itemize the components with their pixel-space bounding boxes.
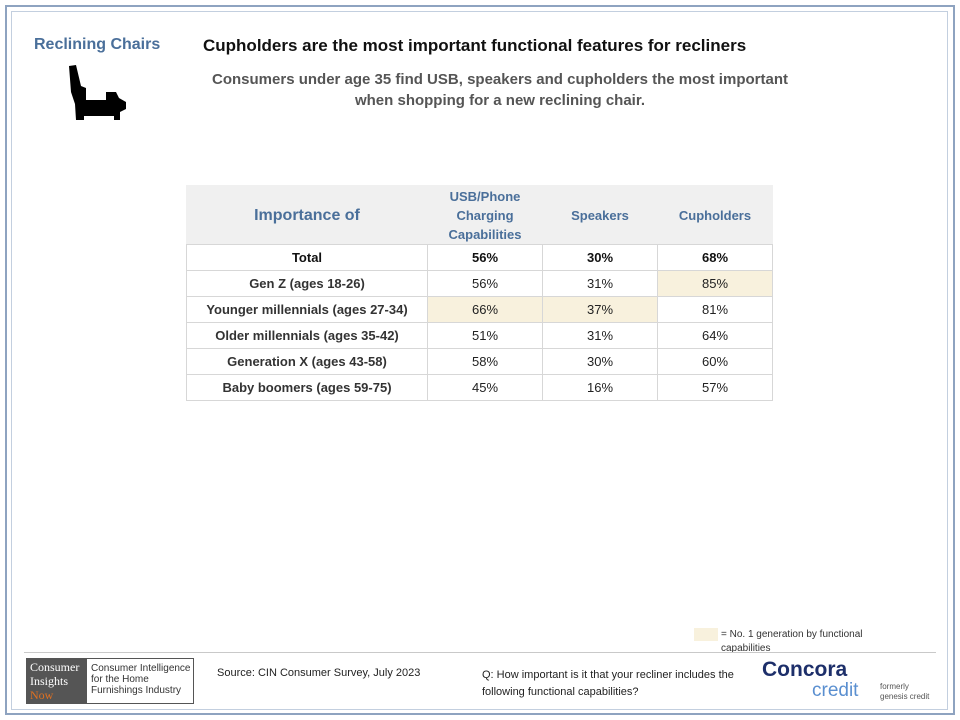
table-row: Younger millennials (ages 27-34) 66% 37% 81… <box>186 296 773 323</box>
value-cell: 64% <box>657 322 773 349</box>
row-label: Younger millennials (ages 27-34) <box>186 296 428 323</box>
value-cell: 66% <box>427 296 543 323</box>
value-cell: 30% <box>542 244 658 271</box>
concora-formerly-text: formerly genesis credit <box>880 682 930 701</box>
value-cell: 31% <box>542 322 658 349</box>
category-label: Reclining Chairs <box>34 36 161 53</box>
value-cell: 56% <box>427 244 543 271</box>
table-header-cell: USB/Phone Charging Capabilities <box>427 185 543 245</box>
concora-credit: credit <box>812 680 859 701</box>
row-label: Older millennials (ages 35-42) <box>186 322 428 349</box>
importance-table: Importance of USB/Phone Charging Capabil… <box>186 185 773 401</box>
page-subtitle: Consumers under age 35 find USB, speaker… <box>212 71 788 109</box>
row-label: Generation X (ages 43-58) <box>186 348 428 375</box>
concora-formerly: formerly genesis credit <box>880 682 936 702</box>
cin-logo-mark: Consumer Insights Now <box>27 659 87 703</box>
value-cell: 85% <box>657 270 773 297</box>
row-label: Gen Z (ages 18-26) <box>186 270 428 297</box>
value-cell: 51% <box>427 322 543 349</box>
cin-logo-line: Consumer <box>30 660 80 674</box>
table-row: Older millennials (ages 35-42) 51% 31% 64% <box>186 322 773 349</box>
concora-logo: Concora credit formerly genesis credit <box>762 658 938 704</box>
table-header-cell: Speakers <box>542 185 658 245</box>
table-row: Baby boomers (ages 59-75) 45% 16% 57% <box>186 374 773 401</box>
value-cell: 31% <box>542 270 658 297</box>
value-cell: 16% <box>542 374 658 401</box>
cin-logo-line: Now <box>30 688 54 702</box>
cin-logo-line: Insights <box>30 674 69 688</box>
table-row: Gen Z (ages 18-26) 56% 31% 85% <box>186 270 773 297</box>
value-cell: 37% <box>542 296 658 323</box>
recliner-chair-icon <box>69 65 126 120</box>
row-label: Total <box>186 244 428 271</box>
footer-divider <box>24 652 936 653</box>
concora-name: Concora <box>762 658 848 681</box>
cin-tagline: Consumer Intelligence for the Home Furni… <box>91 663 191 696</box>
value-cell: 56% <box>427 270 543 297</box>
table-header-row: Importance of USB/Phone Charging Capabil… <box>186 185 773 245</box>
legend-swatch <box>694 628 718 641</box>
survey-question: Q: How important is it that your recline… <box>482 669 734 698</box>
table-header-cell: Cupholders <box>657 185 773 245</box>
value-cell: 81% <box>657 296 773 323</box>
value-cell: 60% <box>657 348 773 375</box>
source-note: Source: CIN Consumer Survey, July 2023 <box>217 667 421 679</box>
value-cell: 58% <box>427 348 543 375</box>
table-row: Generation X (ages 43-58) 58% 30% 60% <box>186 348 773 375</box>
row-label: Baby boomers (ages 59-75) <box>186 374 428 401</box>
table-header-cell: Importance of <box>186 185 428 245</box>
value-cell: 57% <box>657 374 773 401</box>
concora-wordmark: Concora <box>762 658 847 682</box>
value-cell: 30% <box>542 348 658 375</box>
value-cell: 45% <box>427 374 543 401</box>
cin-logo: Consumer Insights Now Consumer Intellige… <box>26 658 194 704</box>
table-header-text: USB/Phone Charging Capabilities <box>448 188 522 242</box>
page-title: Cupholders are the most important functi… <box>203 36 747 55</box>
slide-inner-frame <box>11 11 948 710</box>
value-cell: 68% <box>657 244 773 271</box>
legend-text: = No. 1 generation by functional capabil… <box>721 629 863 654</box>
table-row-total: Total 56% 30% 68% <box>186 244 773 271</box>
